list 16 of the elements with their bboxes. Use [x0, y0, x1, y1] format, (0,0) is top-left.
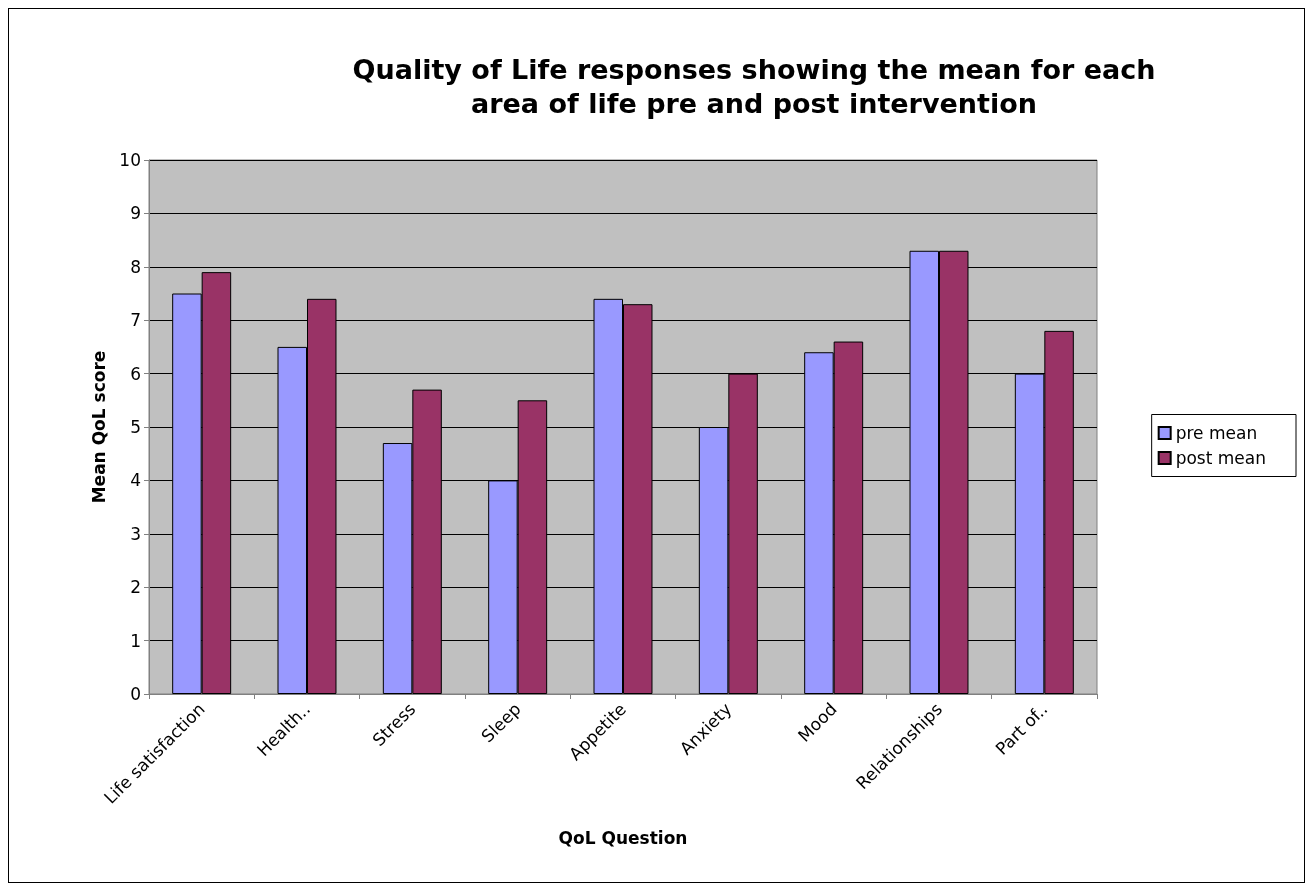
x-axis-title: QoL Question [558, 827, 688, 848]
y-tick-label: 2 [130, 577, 141, 598]
y-tick-label: 8 [130, 256, 141, 277]
y-tick-label: 5 [130, 417, 141, 437]
y-tick-label: 7 [130, 310, 141, 331]
y-axis-title: Mean QoL score [88, 350, 109, 504]
legend-label: pre mean [1175, 423, 1258, 443]
y-tick-label: 0 [130, 684, 141, 704]
y-tick-label: 6 [130, 363, 141, 384]
y-tick-label: 1 [130, 630, 141, 651]
y-tick-label: 3 [130, 523, 141, 544]
y-tick-label: 10 [119, 150, 141, 170]
y-tick-label: 4 [130, 470, 141, 491]
y-tick-label: 9 [130, 203, 141, 224]
chart-title: Quality of Life responses showing the mean for each area of life pre and post intervention [352, 53, 1156, 119]
legend-label: post mean [1175, 448, 1267, 468]
